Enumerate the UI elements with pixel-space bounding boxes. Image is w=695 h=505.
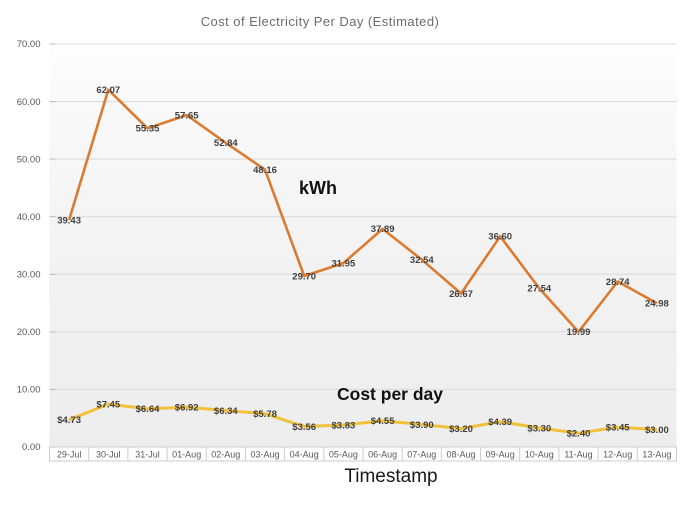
svg-text:50.00: 50.00	[17, 154, 41, 165]
svg-text:29-Jul: 29-Jul	[57, 450, 82, 460]
svg-text:09-Aug: 09-Aug	[486, 450, 515, 460]
svg-text:30-Jul: 30-Jul	[96, 450, 121, 460]
svg-text:19.99: 19.99	[567, 327, 591, 338]
svg-text:0.00: 0.00	[22, 442, 41, 453]
svg-text:05-Aug: 05-Aug	[329, 450, 358, 460]
svg-text:11-Aug: 11-Aug	[564, 450, 592, 460]
svg-text:30.00: 30.00	[17, 270, 41, 281]
svg-text:$5.78: $5.78	[253, 409, 277, 420]
svg-text:$3.45: $3.45	[606, 422, 630, 433]
svg-text:04-Aug: 04-Aug	[290, 450, 319, 460]
svg-text:27.54: 27.54	[527, 284, 551, 295]
svg-text:26.67: 26.67	[449, 289, 473, 300]
svg-text:$3.56: $3.56	[292, 422, 316, 433]
svg-text:$3.90: $3.90	[410, 420, 434, 431]
svg-text:20.00: 20.00	[17, 327, 41, 338]
svg-text:37.89: 37.89	[371, 224, 395, 235]
svg-text:60.00: 60.00	[17, 97, 41, 108]
svg-text:40.00: 40.00	[17, 212, 41, 223]
svg-text:07-Aug: 07-Aug	[407, 450, 436, 460]
svg-text:36.60: 36.60	[488, 232, 512, 243]
svg-text:$4.73: $4.73	[57, 415, 81, 426]
svg-text:Cost of Electricity Per Day (E: Cost of Electricity Per Day (Estimated)	[201, 14, 440, 29]
svg-text:$6.64: $6.64	[136, 404, 160, 415]
svg-text:10-Aug: 10-Aug	[525, 450, 554, 460]
svg-text:$6.34: $6.34	[214, 406, 238, 417]
svg-text:Timestamp: Timestamp	[344, 466, 437, 487]
svg-text:28.74: 28.74	[606, 277, 630, 288]
svg-text:$7.45: $7.45	[96, 399, 120, 410]
svg-text:$3.20: $3.20	[449, 424, 473, 435]
svg-text:$3.83: $3.83	[332, 420, 356, 431]
svg-text:12-Aug: 12-Aug	[603, 450, 632, 460]
svg-text:70.00: 70.00	[17, 39, 41, 50]
svg-text:$4.55: $4.55	[371, 416, 395, 427]
svg-text:$3.00: $3.00	[645, 425, 669, 436]
svg-text:13-Aug: 13-Aug	[642, 450, 671, 460]
svg-text:55.35: 55.35	[136, 124, 160, 135]
svg-text:$3.30: $3.30	[527, 423, 551, 434]
svg-text:$2.40: $2.40	[567, 429, 591, 440]
svg-text:$4.39: $4.39	[488, 417, 512, 428]
svg-text:kWh: kWh	[299, 178, 337, 198]
svg-text:29.70: 29.70	[292, 271, 316, 282]
svg-text:32.54: 32.54	[410, 255, 434, 266]
svg-text:$6.92: $6.92	[175, 403, 199, 414]
svg-text:08-Aug: 08-Aug	[446, 450, 475, 460]
svg-text:10.00: 10.00	[17, 385, 41, 396]
svg-text:Cost per day: Cost per day	[337, 384, 443, 404]
svg-text:24.98: 24.98	[645, 299, 669, 310]
svg-text:06-Aug: 06-Aug	[368, 450, 397, 460]
svg-text:31-Jul: 31-Jul	[135, 450, 160, 460]
svg-text:03-Aug: 03-Aug	[250, 450, 279, 460]
svg-text:01-Aug: 01-Aug	[172, 450, 201, 460]
svg-text:48.16: 48.16	[253, 165, 277, 176]
svg-text:52.84: 52.84	[214, 138, 238, 149]
svg-text:02-Aug: 02-Aug	[211, 450, 240, 460]
svg-text:62.07: 62.07	[96, 85, 120, 96]
svg-text:39.43: 39.43	[57, 215, 81, 226]
svg-text:31.95: 31.95	[332, 258, 356, 269]
svg-text:57.65: 57.65	[175, 110, 199, 121]
